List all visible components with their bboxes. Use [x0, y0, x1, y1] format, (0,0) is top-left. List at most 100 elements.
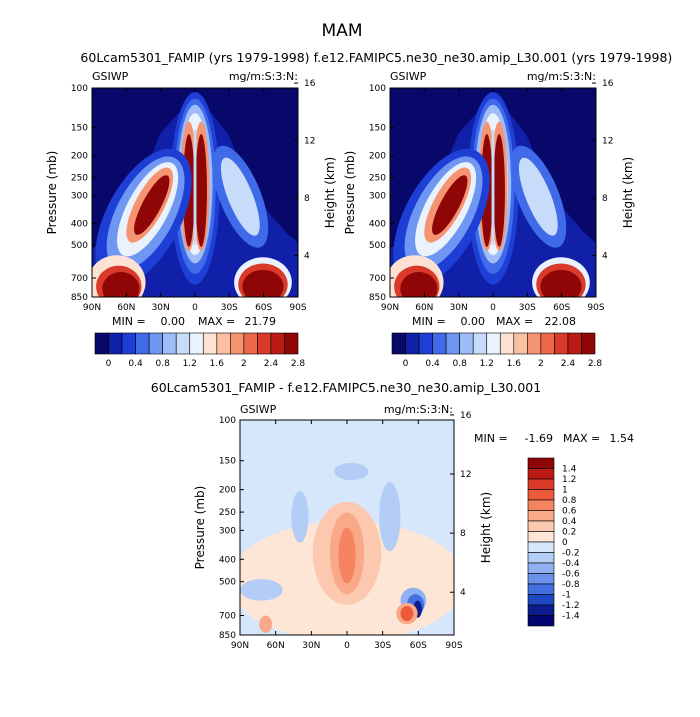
p2-xtick-label: 90S	[587, 303, 604, 313]
cbar3-label: -0.2	[562, 549, 580, 559]
panel1-min-value: 0.00	[161, 315, 186, 328]
p2-nh-track-core	[432, 175, 468, 235]
p3-xtick-label: 60S	[410, 641, 427, 651]
cbar1-label: 2	[241, 359, 247, 369]
p3-ptick-label: 500	[219, 578, 236, 588]
cbar3-swatch	[527, 562, 555, 574]
cbar1-label: 2.4	[264, 359, 279, 369]
cbar2-label: 0.8	[453, 359, 468, 369]
cbar1-swatch	[270, 332, 285, 355]
cbar3-swatch	[527, 457, 555, 469]
cbar1-swatch	[189, 332, 204, 355]
panel2-min-value: 0.00	[461, 315, 486, 328]
cbar1-swatch	[284, 332, 299, 355]
p3-negative-upper-trop	[334, 463, 369, 481]
cbar2-label: 2	[538, 359, 544, 369]
cbar3-label: 1.2	[562, 475, 576, 485]
p1-tropics-core-east	[195, 133, 207, 247]
cbar1-label: 1.6	[210, 359, 225, 369]
p2-sh-gap	[513, 259, 531, 277]
panel3-max-label: MAX =	[563, 432, 600, 445]
panel2-title: f.e12.FAMIPC5.ne30_ne30.amip_L30.001 (yr…	[314, 50, 673, 65]
p3-ptick-label: 250	[219, 508, 236, 518]
p2-ptick-label: 500	[369, 241, 386, 251]
cbar3-swatch	[527, 510, 555, 522]
cbar3-swatch	[527, 541, 555, 553]
cbar3-swatch	[527, 594, 555, 606]
cbar2-label: 0.4	[425, 359, 440, 369]
cbar1-swatch	[230, 332, 245, 355]
cbar2-label: 1.6	[507, 359, 522, 369]
p1-ptick-label: 250	[71, 173, 88, 183]
cbar1-swatch	[135, 332, 150, 355]
cbar3-swatch	[527, 583, 555, 595]
p2-ptick-label: 850	[369, 293, 386, 303]
p1-ptick-label: 500	[71, 241, 88, 251]
cbar1-swatch	[108, 332, 123, 355]
cbar2-swatch	[486, 332, 501, 355]
cbar1-label: 1.2	[183, 359, 197, 369]
p2-xtick-label: 30S	[519, 303, 536, 313]
p3-ptick-label: 700	[219, 611, 236, 621]
panel3-variable-label: GSIWP	[240, 403, 277, 416]
p1-xtick-label: 30N	[152, 303, 170, 313]
p3-xtick-label: 90S	[445, 641, 462, 651]
cbar1-swatch	[202, 332, 218, 355]
p1-ztick-label: 4	[304, 251, 310, 261]
panel3-units-label: mg/m:S:3:N:	[384, 403, 453, 416]
p3-xtick-label: 30N	[302, 641, 320, 651]
p2-ztick-label: 16	[602, 79, 614, 89]
cbar3-label: -0.8	[562, 580, 580, 590]
p3-xtick-label: 0	[344, 641, 350, 651]
p1-tropics-gap	[193, 129, 197, 245]
panel1-colorbar: 0 0.4 0.8 1.2 1.6 2 2.4 2.8	[94, 332, 305, 369]
cbar3-label: 1.4	[562, 465, 577, 475]
cbar2-swatch	[527, 332, 542, 355]
panel1-units-label: mg/m:S:3:N:	[229, 70, 298, 83]
cbar1-swatch	[162, 332, 177, 355]
p2-fill-group	[390, 88, 596, 297]
p2-xtick-label: 60N	[415, 303, 433, 313]
cbar3-swatch	[527, 552, 555, 564]
p2-xtick-label: 60S	[553, 303, 570, 313]
p1-ptick-label: 700	[71, 274, 88, 284]
cbar2-swatch	[540, 332, 555, 355]
p1-ptick-label: 850	[71, 293, 88, 303]
p2-ptick-label: 200	[369, 152, 386, 162]
cbar3-label: -1	[562, 591, 571, 601]
p1-fill-group	[92, 88, 298, 297]
cbar2-swatch	[391, 332, 406, 355]
p3-xtick-label: 60N	[267, 641, 285, 651]
p1-xtick-label: 0	[192, 303, 198, 313]
cbar3-swatch	[527, 573, 555, 585]
p3-ztick-label: 12	[460, 470, 471, 480]
cbar2-swatch	[554, 332, 569, 355]
p2-xtick-label: 90N	[381, 303, 399, 313]
panel1-axes: 90N 60N 30N 0 30S 60S 90S 100 150 200 250 300 400 500…	[45, 79, 337, 313]
cbar1-swatch	[257, 332, 272, 355]
panel2-contour-plot	[390, 88, 596, 297]
cbar3-label: 0.2	[562, 528, 576, 538]
cbar3-swatch	[527, 499, 555, 511]
cbar1-label: 0	[106, 359, 112, 369]
p2-ptick-label: 300	[369, 191, 386, 201]
cbar3-swatch	[527, 489, 555, 501]
p2-ptick-label: 250	[369, 173, 386, 183]
cbar3-label: 0.8	[562, 496, 577, 506]
p1-ztick-label: 12	[304, 137, 315, 147]
cbar2-swatch	[499, 332, 515, 355]
p3-ptick-label: 300	[219, 526, 236, 536]
p2-xtick-label: 0	[490, 303, 496, 313]
p1-ptick-label: 200	[71, 152, 88, 162]
panel2-variable-label: GSIWP	[390, 70, 427, 83]
p2-sh-surface-core	[540, 269, 582, 297]
p2-ptick-label: 150	[369, 124, 386, 134]
p2-ylabel: Pressure (mb)	[343, 151, 357, 235]
panel1-min-label: MIN =	[112, 315, 146, 328]
p3-ptick-label: 850	[219, 631, 236, 641]
cbar3-swatch	[527, 478, 555, 490]
p1-xtick-label: 30S	[221, 303, 238, 313]
p3-ptick-label: 100	[219, 416, 236, 426]
p3-xtick-label: 30S	[374, 641, 391, 651]
panel3-title: 60Lcam5301_FAMIP - f.e12.FAMIPC5.ne30_ne…	[151, 380, 541, 395]
